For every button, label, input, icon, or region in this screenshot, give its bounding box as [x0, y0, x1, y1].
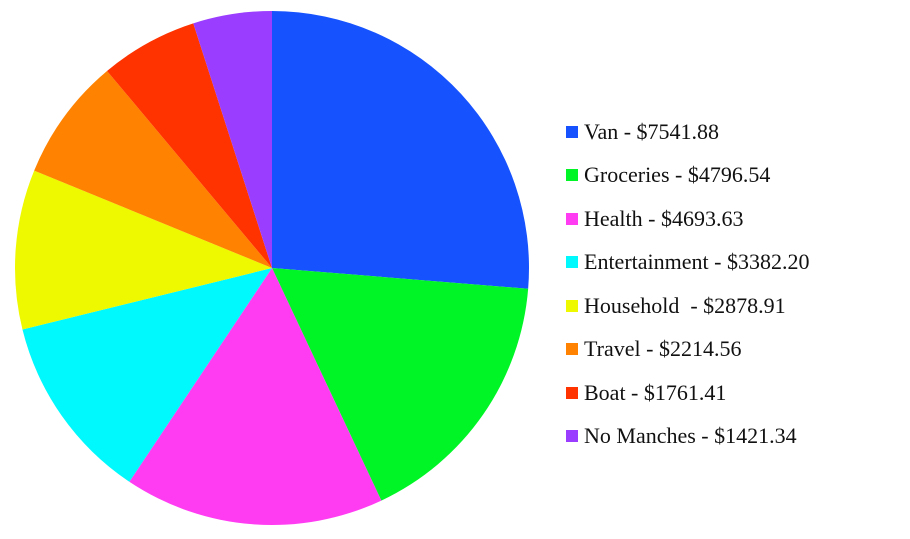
- legend-swatch: [566, 169, 578, 182]
- pie-slice-groceries: [272, 268, 529, 501]
- legend-item: Travel - $2214.56: [566, 328, 809, 372]
- legend-label: Household - $2878.91: [584, 292, 786, 318]
- legend-item: Entertainment - $3382.20: [566, 241, 809, 285]
- legend-label: Groceries - $4796.54: [584, 162, 771, 188]
- legend-item: Boat - $1761.41: [566, 371, 809, 415]
- pie-slice-travel: [34, 70, 273, 268]
- legend-swatch: [566, 386, 578, 399]
- legend-label: No Manches - $1421.34: [584, 423, 797, 449]
- legend-swatch: [566, 256, 578, 269]
- chart-legend: Van - $7541.88 Groceries - $4796.54 Health…: [566, 110, 809, 458]
- legend-label: Travel - $2214.56: [584, 336, 742, 362]
- legend-item: Household - $2878.91: [566, 284, 809, 328]
- legend-swatch: [566, 299, 578, 312]
- pie-chart: [15, 11, 529, 526]
- legend-label: Van - $7541.88: [584, 118, 720, 144]
- legend-label: Entertainment - $3382.20: [584, 249, 810, 275]
- legend-item: No Manches - $1421.34: [566, 415, 809, 459]
- legend-swatch: [566, 430, 578, 443]
- pie-slice-entertainment: [22, 268, 272, 482]
- pie-slice-household: [15, 170, 272, 330]
- legend-swatch: [566, 212, 578, 225]
- legend-swatch: [566, 343, 578, 356]
- legend-item: Health - $4693.63: [566, 197, 809, 241]
- pie-slice-van: [272, 11, 529, 289]
- pie-slice-boat: [107, 23, 273, 268]
- pie-slice-health: [129, 268, 382, 526]
- legend-item: Groceries - $4796.54: [566, 154, 809, 198]
- legend-label: Boat - $1761.41: [584, 379, 727, 405]
- pie-slice-no-manches: [193, 11, 272, 268]
- legend-swatch: [566, 125, 578, 138]
- legend-label: Health - $4693.63: [584, 205, 744, 231]
- legend-item: Van - $7541.88: [566, 110, 809, 154]
